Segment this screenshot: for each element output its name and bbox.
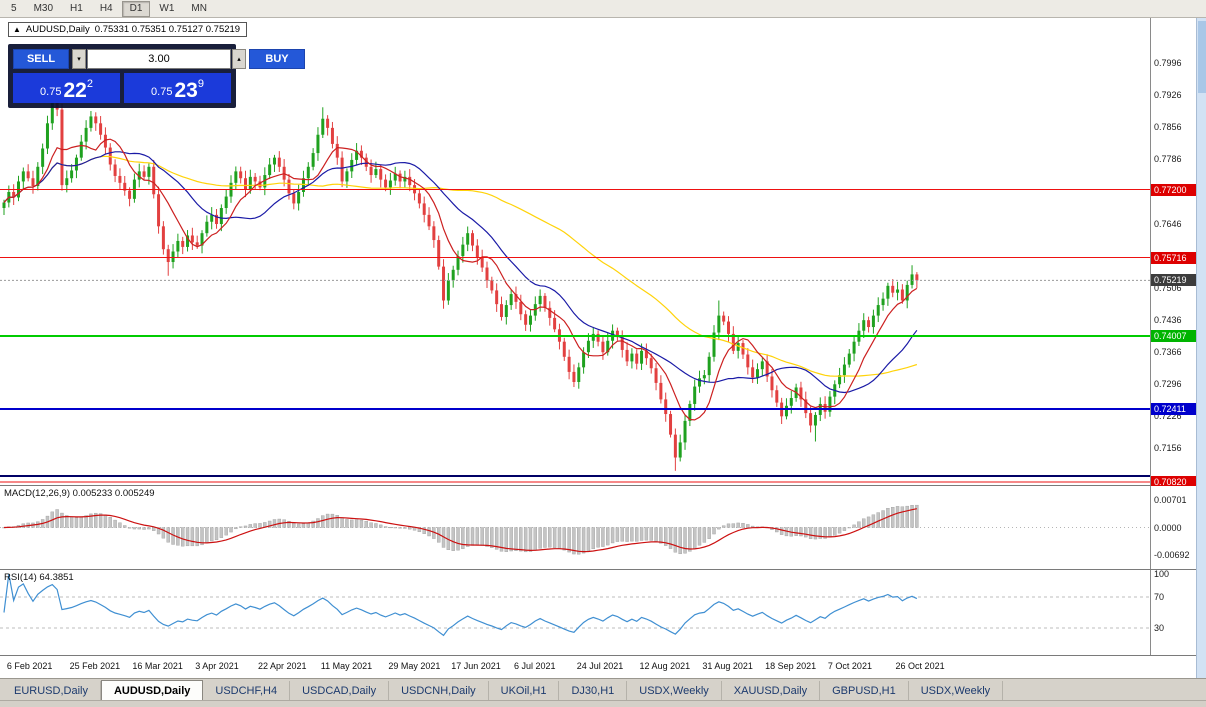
rsi-axis[interactable]: 100 70 30 <box>1150 568 1196 655</box>
macd-axis-tick: 0.00701 <box>1154 494 1187 505</box>
price-level-badge: 0.75716 <box>1151 251 1197 264</box>
price-axis-tick: 0.7156 <box>1154 442 1182 453</box>
volume-spinner: ▾ ▴ <box>72 49 246 69</box>
chart-tab-bar: EURUSD,Daily AUDUSD,Daily USDCHF,H4 USDCAD,… <box>0 678 1206 700</box>
price-axis-tick: 0.7856 <box>1154 122 1182 133</box>
sell-price-big: 22 <box>63 79 87 102</box>
chart-tab-usdchf-h4[interactable]: USDCHF,H4 <box>203 681 291 700</box>
sell-price-box[interactable]: 0.75 22 2 <box>13 73 120 103</box>
chart-window: 0.79960.79260.78560.77860.77160.76460.75… <box>0 18 1206 678</box>
rsi-axis-tick: 30 <box>1154 622 1165 633</box>
date-axis-label: 16 Mar 2021 <box>132 661 183 671</box>
price-axis-tick: 0.7296 <box>1154 378 1182 389</box>
macd-axis-tick: 0.0000 <box>1154 522 1182 533</box>
rsi-axis-tick: 100 <box>1154 568 1170 579</box>
timeframe-toolbar: 5 M30 H1 H4 D1 W1 MN <box>0 0 1206 18</box>
macd-label: MACD(12,26,9) 0.005233 0.005249 <box>4 488 155 499</box>
date-axis-label: 31 Aug 2021 <box>702 661 753 671</box>
date-axis-label: 18 Sep 2021 <box>765 661 817 671</box>
rsi-plot[interactable] <box>0 570 1150 655</box>
buy-button[interactable]: BUY <box>249 49 305 69</box>
price-axis-tick: 0.7366 <box>1154 346 1182 357</box>
chart-panes: 0.79960.79260.78560.77860.77160.76460.75… <box>0 18 1197 678</box>
timeframe-button-W1[interactable]: W1 <box>159 2 175 14</box>
timeframe-button-D1[interactable]: D1 <box>121 0 151 17</box>
date-axis-label: 26 Oct 2021 <box>895 661 945 671</box>
price-axis-tick: 0.7506 <box>1154 282 1182 293</box>
rsi-axis-tick: 70 <box>1154 592 1165 603</box>
timeframe-button-5[interactable]: 5 <box>11 2 17 14</box>
date-axis-label: 17 Jun 2021 <box>451 661 501 671</box>
price-axis-tick: 0.7926 <box>1154 90 1182 101</box>
date-axis-label: 29 May 2021 <box>388 661 441 671</box>
vertical-scrollbar[interactable] <box>1196 18 1206 678</box>
rsi-label: RSI(14) 64.3851 <box>4 572 74 583</box>
buy-price-box[interactable]: 0.75 23 9 <box>124 73 231 103</box>
chart-tab-dj30-h1[interactable]: DJ30,H1 <box>559 681 628 700</box>
chart-tab-eurusd-daily[interactable]: EURUSD,Daily <box>2 681 101 700</box>
window-bottom-strip <box>0 700 1206 707</box>
macd-axis[interactable]: 0.00701 0.0000 -0.00692 <box>1150 486 1196 569</box>
sell-price-pip: 2 <box>86 78 93 90</box>
volume-input[interactable] <box>87 49 231 69</box>
timeframe-button-H4[interactable]: H4 <box>99 2 113 14</box>
volume-increase-icon[interactable]: ▴ <box>232 49 246 69</box>
buy-price-big: 23 <box>174 79 198 102</box>
price-axis-tick: 0.7436 <box>1154 314 1182 325</box>
volume-decrease-icon[interactable]: ▾ <box>72 49 86 69</box>
date-axis-label: 25 Feb 2021 <box>69 661 121 671</box>
sell-price-prefix: 0.75 <box>40 86 62 98</box>
chart-title-box: ▲ AUDUSD,Daily 0.75331 0.75351 0.75127 0… <box>8 22 248 37</box>
date-axis-label: 22 Apr 2021 <box>257 661 307 671</box>
chart-tab-usdcnh-daily[interactable]: USDCNH,Daily <box>389 681 489 700</box>
date-axis-label: 3 Apr 2021 <box>195 661 239 671</box>
macd-plot[interactable] <box>0 486 1150 569</box>
price-axis[interactable]: 0.79960.79260.78560.77860.77160.76460.75… <box>1150 18 1197 488</box>
chart-tab-xauusd-daily[interactable]: XAUUSD,Daily <box>722 681 821 700</box>
rsi-indicator-pane[interactable]: 100 70 30 RSI(14) 64.3851 <box>0 568 1196 656</box>
price-level-badge: 0.75219 <box>1151 274 1197 287</box>
macd-axis-tick: -0.00692 <box>1154 549 1190 560</box>
date-axis-label: 12 Aug 2021 <box>639 661 691 671</box>
one-click-trading-panel: SELL ▾ ▴ BUY 0.75 22 2 <box>8 44 305 108</box>
chart-tab-usdx-weekly[interactable]: USDX,Weekly <box>909 681 1004 700</box>
buy-price-prefix: 0.75 <box>151 86 173 98</box>
scrollbar-thumb[interactable] <box>1198 21 1206 93</box>
date-axis-label: 6 Feb 2021 <box>6 661 53 671</box>
price-level-badge: 0.74007 <box>1151 329 1197 342</box>
timeframe-button-M30[interactable]: M30 <box>33 2 54 14</box>
chart-tab-usdx-weekly[interactable]: USDX,Weekly <box>627 681 722 700</box>
buy-price-pip: 9 <box>197 78 204 90</box>
chart-tab-usdcad-daily[interactable]: USDCAD,Daily <box>290 681 390 700</box>
timeframe-button-MN[interactable]: MN <box>191 2 207 14</box>
price-level-badge: 0.70820 <box>1151 475 1197 488</box>
chart-tab-gbpusd-h1[interactable]: GBPUSD,H1 <box>820 681 909 700</box>
date-axis-label: 7 Oct 2021 <box>827 661 872 671</box>
timeframe-button-H1[interactable]: H1 <box>70 2 83 14</box>
chart-title-ohlc: 0.75331 0.75351 0.75127 0.75219 <box>94 24 241 35</box>
one-click-trading-toggle-icon[interactable]: ▲ <box>13 25 21 34</box>
date-axis-label: 24 Jul 2021 <box>576 661 624 671</box>
date-axis-label: 6 Jul 2021 <box>513 661 556 671</box>
macd-indicator-pane[interactable]: 0.00701 0.0000 -0.00692 MACD(12,26,9) 0.00… <box>0 486 1196 570</box>
date-axis-label: 11 May 2021 <box>320 661 373 671</box>
price-axis-tick: 0.7996 <box>1154 58 1182 69</box>
price-axis-tick: 0.7646 <box>1154 218 1182 229</box>
chart-tab-audusd-daily[interactable]: AUDUSD,Daily <box>100 680 204 700</box>
price-axis-tick: 0.7226 <box>1154 410 1182 421</box>
price-axis-tick: 0.7786 <box>1154 154 1182 165</box>
candlestick-plot[interactable] <box>0 18 1150 485</box>
sell-button[interactable]: SELL <box>13 49 69 69</box>
price-chart-pane[interactable]: 0.79960.79260.78560.77860.77160.76460.75… <box>0 18 1197 488</box>
time-axis[interactable]: 6 Feb 2021 25 Feb 2021 16 Mar 2021 3 Apr 20… <box>0 656 1196 678</box>
chart-tab-ukoil-h1[interactable]: UKOil,H1 <box>489 681 560 700</box>
chart-title-symbol: AUDUSD,Daily <box>25 24 90 35</box>
price-level-badge: 0.72411 <box>1151 402 1197 415</box>
price-level-badge: 0.77200 <box>1151 183 1197 196</box>
